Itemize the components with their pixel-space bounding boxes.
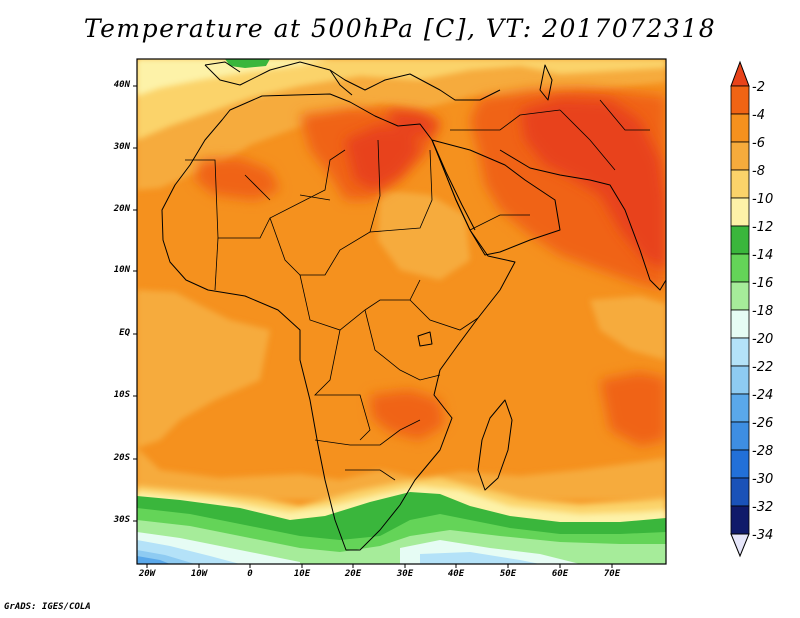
colorbar-bin (730, 225, 750, 255)
colorbar-bin (730, 477, 750, 507)
plot-frame (136, 58, 667, 565)
lon-label: 0 (247, 569, 253, 579)
colorbar-label: -28 (752, 444, 774, 459)
coastlines (161, 61, 666, 551)
colorbar-label: -30 (752, 472, 774, 487)
colorbar-label: -18 (752, 304, 774, 319)
field-minus-18 (137, 520, 666, 564)
colorbar-bin (730, 253, 750, 283)
lat-label: 20S (113, 453, 130, 463)
axis-ticks (133, 85, 613, 568)
temperature-field (137, 59, 666, 564)
lat-label: EQ (119, 328, 130, 338)
colorbar-bin (730, 505, 750, 535)
colorbar-label: -14 (752, 248, 774, 263)
colorbar-bin (730, 365, 750, 395)
colorbar-label: -16 (752, 276, 774, 291)
lake-victoria (417, 331, 433, 347)
lon-label: 30E (396, 569, 414, 579)
lat-label: 10N (113, 265, 130, 275)
lon-label: 10E (293, 569, 311, 579)
lat-label: 30S (113, 515, 130, 525)
lon-label: 10W (190, 569, 208, 579)
asia-coast (499, 149, 666, 291)
arabia (431, 139, 561, 256)
colorbar-label: -12 (752, 220, 774, 235)
colorbar-label: -2 (752, 80, 765, 95)
africa-coastline (161, 93, 516, 551)
caspian (539, 64, 553, 101)
colorbar-label: -26 (752, 416, 774, 431)
red-sea (431, 139, 476, 231)
map-title: Temperature at 500hPa [C], VT: 201707231… (83, 14, 717, 43)
colorbar-label: -32 (752, 500, 774, 515)
colorbar-label: -8 (752, 164, 765, 179)
colorbar-bin (730, 141, 750, 171)
lat-label: 10S (113, 390, 130, 400)
italy (329, 69, 353, 96)
colorbar-bin (730, 337, 750, 367)
colorbar-label: -34 (752, 528, 774, 543)
colorbar-bin (730, 309, 750, 339)
colorbar-label: -6 (752, 136, 765, 151)
colorbar-label: -4 (752, 108, 765, 123)
colorbar-bin (730, 281, 750, 311)
borders (185, 99, 650, 481)
madagascar (477, 399, 513, 491)
lat-label: 20N (113, 204, 130, 214)
grads-credit: GrADS: IGES/COLA (4, 602, 91, 612)
colorbar-bin (730, 169, 750, 199)
colorbar (730, 60, 750, 558)
lon-label: 20E (344, 569, 362, 579)
colorbar-label: -20 (752, 332, 774, 347)
lat-label: 40N (113, 80, 130, 90)
colorbar-top-arrow (730, 60, 750, 87)
colorbar-bin (730, 85, 750, 115)
colorbar-bin (730, 449, 750, 479)
colorbar-label: -22 (752, 360, 774, 375)
lat-label: 30N (113, 142, 130, 152)
lon-label: 40E (447, 569, 465, 579)
lon-label: 60E (551, 569, 569, 579)
colorbar-bin (730, 421, 750, 451)
field-minus-2 (345, 98, 666, 270)
mediterranean-north (204, 61, 501, 101)
colorbar-bottom-arrow (730, 533, 750, 558)
lon-label: 70E (603, 569, 621, 579)
cold-patch-north (225, 59, 270, 68)
colorbar-label: -10 (752, 192, 774, 207)
lon-label: 50E (499, 569, 517, 579)
colorbar-bin (730, 197, 750, 227)
lon-label: 20W (138, 569, 156, 579)
colorbar-bin (730, 393, 750, 423)
colorbar-bin (730, 113, 750, 143)
iberia (204, 61, 241, 73)
colorbar-label: -24 (752, 388, 774, 403)
